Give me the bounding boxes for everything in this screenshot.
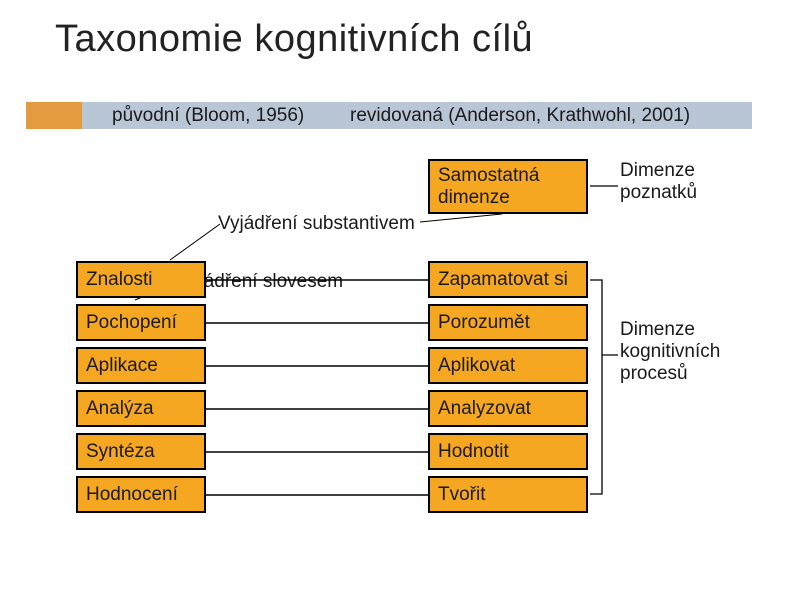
- right-box-2: Aplikovat: [428, 347, 588, 384]
- substantive-label: Vyjádření substantivem: [218, 213, 415, 235]
- left-box-5: Hodnocení: [76, 476, 206, 513]
- right-box-0: Zapamatovat si: [428, 261, 588, 298]
- left-box-1: Pochopení: [76, 304, 206, 341]
- right-box-5: Tvořit: [428, 476, 588, 513]
- right-box-1: Porozumět: [428, 304, 588, 341]
- left-box-0: Znalosti: [76, 261, 206, 298]
- dim-knowledge-label: Dimenze poznatků: [620, 160, 760, 204]
- left-box-2: Aplikace: [76, 347, 206, 384]
- standalone-dim-box: Samostatná dimenze: [428, 159, 588, 214]
- band-right-label: revidovaná (Anderson, Krathwohl, 2001): [350, 105, 690, 127]
- accent-block: [26, 102, 82, 129]
- page-title: Taxonomie kognitivních cílů: [55, 18, 533, 61]
- right-box-3: Analyzovat: [428, 390, 588, 427]
- dim-cogproc-label: Dimenze kognitivních procesů: [620, 319, 770, 385]
- left-box-3: Analýza: [76, 390, 206, 427]
- left-box-4: Syntéza: [76, 433, 206, 470]
- right-box-4: Hodnotit: [428, 433, 588, 470]
- header-band: původní (Bloom, 1956) revidovaná (Anders…: [82, 102, 752, 129]
- band-left-label: původní (Bloom, 1956): [112, 105, 304, 127]
